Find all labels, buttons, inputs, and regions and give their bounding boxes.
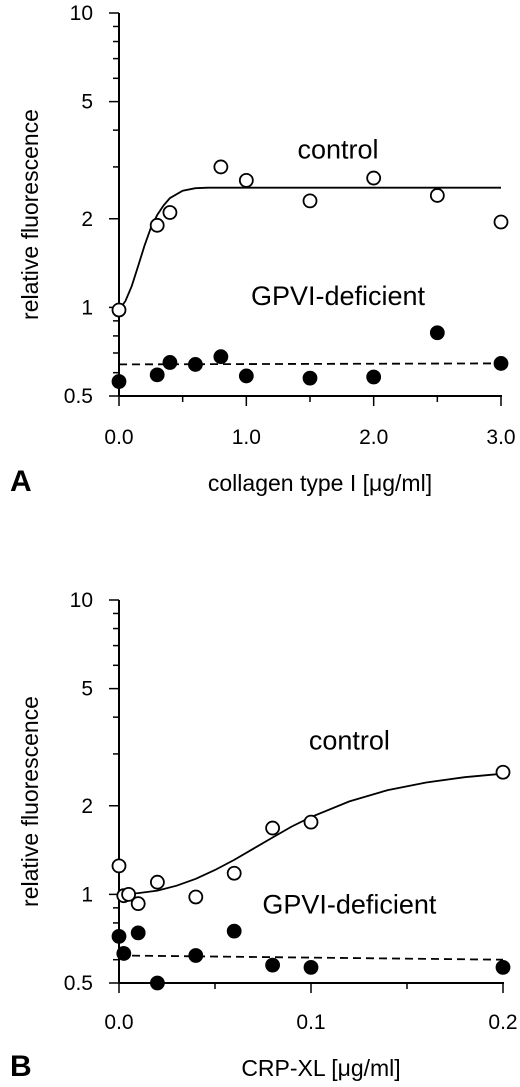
series-annotation: GPVI-deficient — [251, 281, 426, 311]
control-point — [303, 814, 319, 830]
gpvi-deficient-point — [366, 369, 382, 385]
y-tick-label: 1 — [81, 883, 93, 906]
gpvi-deficient-point — [493, 356, 509, 371]
control-fit-line — [118, 772, 504, 896]
control-point — [149, 874, 165, 890]
panel-label: B — [10, 1050, 32, 1083]
x-axis-title: collagen type I [μg/ml] — [208, 470, 432, 496]
control-fit-line — [118, 186, 501, 311]
gpvi-deficient-point — [303, 959, 319, 975]
gpvi-deficient-point — [226, 923, 242, 939]
gpvi-deficient-fit-line — [118, 954, 504, 961]
x-tick-label: 0.2 — [488, 1011, 517, 1034]
gpvi-deficient-point — [495, 959, 511, 975]
y-tick-label: 1 — [81, 296, 93, 319]
control-point — [302, 193, 318, 209]
control-point — [366, 170, 382, 186]
control-point — [188, 889, 204, 905]
y-axis-title: relative fluorescence — [17, 109, 43, 320]
control-point — [495, 764, 511, 780]
gpvi-deficient-point — [149, 367, 165, 383]
chart-panel-b — [109, 599, 511, 993]
x-tick-label: 2.0 — [359, 426, 388, 449]
control-point — [121, 886, 137, 902]
series-annotation: control — [309, 726, 390, 756]
control-point — [111, 858, 127, 874]
series-annotation: control — [297, 135, 378, 165]
x-axis-title: CRP-XL [μg/ml] — [241, 1055, 400, 1081]
gpvi-deficient-point — [130, 925, 146, 941]
control-point — [226, 865, 242, 881]
y-tick-label: 0.5 — [64, 385, 93, 408]
control-point — [149, 217, 165, 233]
y-tick-label: 2 — [81, 795, 93, 818]
gpvi-deficient-point — [213, 349, 229, 365]
gpvi-deficient-point — [302, 370, 318, 386]
control-point — [238, 172, 254, 188]
control-point — [429, 188, 445, 203]
gpvi-deficient-point — [111, 374, 127, 389]
y-tick-label: 5 — [81, 91, 93, 114]
gpvi-deficient-point — [111, 928, 127, 944]
y-tick-label: 10 — [70, 589, 93, 612]
gpvi-deficient-point — [429, 325, 445, 341]
control-point — [213, 159, 229, 175]
gpvi-deficient-point — [149, 975, 165, 991]
panel-label: A — [10, 465, 32, 498]
control-point — [162, 205, 178, 220]
gpvi-deficient-point — [265, 957, 281, 973]
y-tick-label: 0.5 — [64, 972, 93, 995]
y-tick-label: 2 — [81, 208, 93, 231]
y-tick-label: 5 — [81, 678, 93, 701]
x-tick-label: 0.0 — [104, 426, 133, 449]
control-point — [111, 302, 127, 318]
gpvi-deficient-point — [238, 368, 254, 384]
gpvi-deficient-point — [187, 357, 203, 372]
y-tick-label: 10 — [70, 2, 93, 25]
series-annotation: GPVI-deficient — [262, 890, 437, 920]
control-point — [265, 820, 281, 836]
x-tick-label: 0.0 — [104, 1011, 133, 1034]
control-point — [493, 214, 509, 230]
x-tick-label: 0.1 — [296, 1011, 325, 1034]
x-tick-label: 1.0 — [232, 426, 261, 449]
x-tick-label: 3.0 — [486, 426, 515, 449]
gpvi-deficient-fit-line — [118, 362, 502, 366]
gpvi-deficient-point — [116, 946, 132, 961]
control-point — [130, 896, 146, 912]
gpvi-deficient-point — [188, 948, 204, 963]
gpvi-deficient-point — [162, 355, 178, 370]
y-axis-title: relative fluorescence — [17, 696, 43, 907]
chart-panel-a — [109, 12, 509, 406]
